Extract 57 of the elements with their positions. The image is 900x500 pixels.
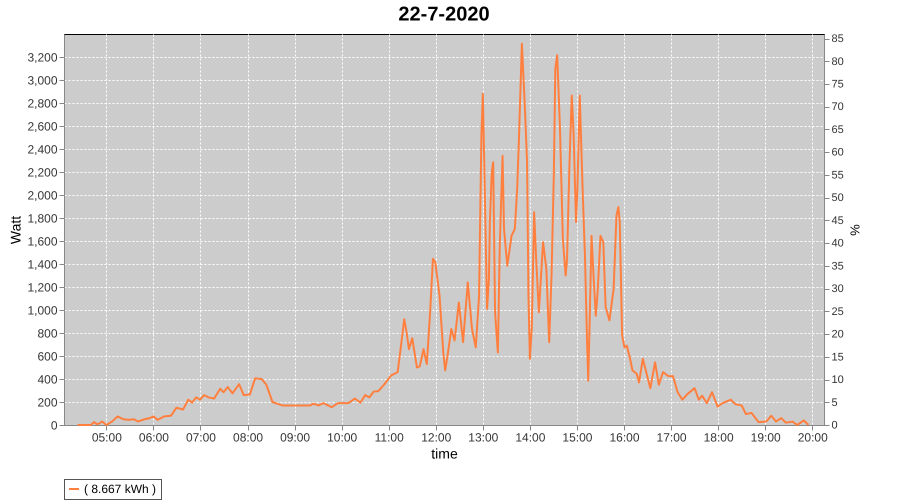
y2-tick-label: 5: [832, 396, 838, 409]
y-tick-label: 2,000: [27, 188, 58, 202]
x-tick-label: 13:00: [468, 430, 499, 444]
y2-tick-label: 80: [832, 56, 844, 68]
legend-label: ( 8.667 kWh ): [84, 482, 156, 496]
x-axis-title: time: [431, 446, 458, 462]
line-series: [76, 42, 810, 426]
x-tick-label: 07:00: [186, 430, 216, 444]
x-tick-label: 10:00: [327, 430, 358, 444]
chart-title: 22-7-2020: [398, 4, 490, 26]
y2-tick-label: 50: [832, 192, 844, 204]
y-axis-title: Watt: [7, 216, 24, 244]
x-tick-label: 09:00: [280, 430, 310, 444]
x-tick-label: 20:00: [798, 430, 828, 444]
y2-tick-label: 70: [832, 101, 844, 114]
x-tick-label: 11:00: [374, 430, 404, 444]
y-tick-label: 200: [37, 396, 58, 410]
y-tick-label: 400: [37, 372, 58, 386]
y2-tick-label: 25: [832, 306, 844, 318]
y2-tick-label: 40: [832, 238, 844, 250]
y2-tick-label: 45: [832, 214, 844, 227]
y-tick-label: 1,800: [27, 212, 58, 226]
y2-tick-label: 20: [832, 328, 844, 341]
y-tick-label: 3,200: [27, 50, 58, 64]
y-tick-label: 2,600: [27, 120, 58, 134]
y-tick-label: 1,000: [27, 304, 58, 318]
y-tick-label: 2,400: [27, 142, 58, 156]
x-tick-label: 06:00: [138, 430, 170, 444]
y-tick-label: 3,000: [27, 74, 58, 88]
y2-tick-label: 0: [832, 420, 838, 432]
y2-tick-label: 35: [832, 260, 844, 272]
y2-axis-title: %: [848, 224, 863, 236]
y2-tick-label: 15: [832, 351, 844, 364]
x-tick-label: 14:00: [515, 430, 546, 444]
y-tick-label: 1,400: [27, 258, 58, 272]
y2-tick-label: 75: [832, 78, 844, 91]
y-tick-label: 600: [37, 350, 58, 364]
y-tick-label: 0: [50, 418, 58, 432]
y2-tick-label: 10: [832, 374, 844, 386]
y2-tick-label: 30: [832, 283, 844, 296]
x-tick-label: 17:00: [656, 430, 687, 444]
x-tick-label: 18:00: [704, 430, 734, 444]
y-tick-label: 800: [37, 326, 58, 340]
x-tick-label: 16:00: [609, 430, 640, 444]
y-tick-label: 1,600: [27, 234, 58, 248]
y-tick-label: 2,800: [27, 96, 58, 110]
x-tick-label: 08:00: [233, 430, 264, 444]
y-tick-label: 1,200: [27, 280, 58, 294]
x-tick-label: 19:00: [750, 430, 782, 444]
y2-tick-label: 60: [832, 146, 844, 159]
y2-tick-label: 85: [832, 33, 844, 46]
y2-tick-label: 55: [832, 169, 844, 182]
x-tick-label: 15:00: [562, 430, 593, 444]
y-tick-label: 2,200: [27, 166, 58, 180]
x-tick-label: 05:00: [92, 430, 122, 444]
y2-tick-label: 65: [832, 124, 844, 136]
x-tick-label: 12:00: [421, 430, 452, 444]
